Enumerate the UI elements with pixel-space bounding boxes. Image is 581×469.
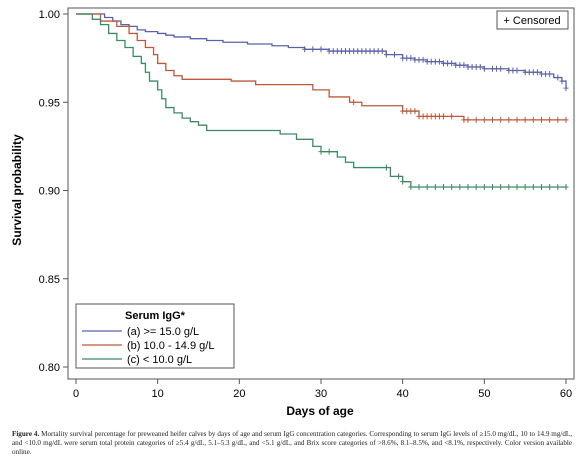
censor-mark-b [555, 116, 561, 123]
censor-mark-a [514, 67, 520, 74]
x-axis-label: Days of age [286, 404, 354, 418]
censor-mark-c [514, 183, 520, 190]
censor-mark-a [461, 62, 467, 69]
censor-mark-c [498, 183, 504, 190]
legend-title: Serum IgG* [125, 310, 186, 322]
censor-mark-c [449, 183, 455, 190]
censor-mark-c [408, 183, 414, 190]
x-tick-label: 30 [315, 388, 327, 400]
censor-mark-a [477, 63, 483, 70]
legend-entry-b: (b) 10.0 - 14.9 g/L [127, 340, 214, 352]
censor-mark-a [547, 71, 553, 78]
censor-mark-a [302, 46, 308, 53]
series-line-c [76, 13, 566, 188]
censor-mark-b [530, 116, 536, 123]
censor-mark-c [547, 183, 553, 190]
censor-mark-a [392, 51, 397, 58]
legend: Serum IgG* (a) >= 15.0 g/L (b) 10.0 - 14… [75, 303, 235, 369]
censor-mark-c [416, 183, 422, 190]
censor-mark-a [449, 60, 455, 67]
censor-mark-c [555, 183, 561, 190]
axes: 0 10 20 30 40 50 60 0.80 0.85 0.90 0.95 1.00 [39, 9, 573, 400]
censored-legend: + Censored [496, 10, 569, 30]
x-tick-label: 10 [152, 388, 164, 400]
censor-mark-b [473, 116, 479, 123]
censor-mark-a [310, 46, 316, 53]
legend-entry-c: (c) < 10.0 g/L [127, 354, 192, 366]
y-tick-label: 0.85 [39, 274, 60, 286]
censor-mark-b [441, 113, 446, 120]
censor-mark-b [412, 108, 418, 115]
censor-mark-b [547, 116, 553, 123]
x-tick-label: 40 [397, 388, 409, 400]
censor-mark-b [506, 116, 512, 123]
censor-mark-a [563, 85, 569, 92]
censor-mark-a [318, 46, 324, 53]
survival-chart: 0 10 20 30 40 50 60 0.80 0.85 0.90 0.95 1.00 Surviv… [10, 7, 575, 418]
censor-mark-a [559, 78, 565, 85]
censor-mark-c [432, 183, 438, 190]
censor-mark-c [465, 183, 471, 190]
censor-mark-b [498, 116, 504, 123]
censor-mark-a [498, 65, 504, 72]
censor-mark-b [539, 116, 544, 123]
censor-mark-c [400, 178, 406, 185]
x-tick-label: 20 [233, 388, 245, 400]
censor-mark-c [396, 173, 402, 180]
censor-mark-b [465, 116, 471, 123]
censor-mark-c [326, 148, 332, 155]
y-tick-label: 0.95 [39, 97, 60, 109]
series-line-b [76, 13, 566, 121]
x-tick-label: 50 [478, 388, 490, 400]
censor-mark-a [534, 69, 540, 76]
y-axis-label: Survival probability [10, 134, 24, 246]
y-tick-label: 0.80 [39, 362, 60, 374]
legend-entry-a: (a) >= 15.0 g/L [127, 326, 199, 338]
censor-mark-c [530, 183, 536, 190]
censor-mark-c [424, 183, 430, 190]
x-tick-label: 60 [560, 388, 572, 400]
censor-mark-b [490, 116, 495, 123]
censor-mark-c [563, 183, 569, 190]
y-tick-label: 1.00 [39, 9, 60, 21]
censor-mark-c [481, 183, 487, 190]
censor-mark-b [481, 116, 487, 123]
censor-mark-a [408, 55, 414, 62]
censor-mark-a [436, 58, 442, 65]
censor-mark-c [522, 183, 528, 190]
figure-label: Figure 4. [12, 430, 40, 438]
y-tick-label: 0.90 [39, 186, 60, 198]
censor-mark-c [318, 148, 324, 155]
censored-legend-text: + Censored [503, 15, 560, 27]
censor-mark-c [441, 183, 446, 190]
censor-mark-a [383, 51, 389, 58]
censor-mark-b [522, 116, 528, 123]
censor-mark-c [457, 183, 463, 190]
censor-mark-c [383, 164, 389, 171]
x-tick-label: 0 [73, 388, 79, 400]
censor-mark-a [420, 56, 426, 63]
figure-caption-text: Mortality survival percentage for prewea… [12, 430, 572, 457]
censor-mark-a [481, 65, 487, 72]
censor-mark-b [449, 113, 455, 120]
censor-mark-a [555, 74, 561, 81]
censor-mark-b [351, 99, 357, 106]
censor-mark-c [473, 183, 479, 190]
censor-mark-b [563, 116, 569, 123]
censor-mark-a [379, 48, 385, 55]
censor-mark-c [490, 183, 495, 190]
figure-caption: Figure 4. Mortality survival percentage … [12, 430, 572, 458]
censor-mark-b [514, 116, 520, 123]
censor-mark-c [539, 183, 544, 190]
censor-marks [302, 46, 569, 190]
censor-mark-c [506, 183, 512, 190]
